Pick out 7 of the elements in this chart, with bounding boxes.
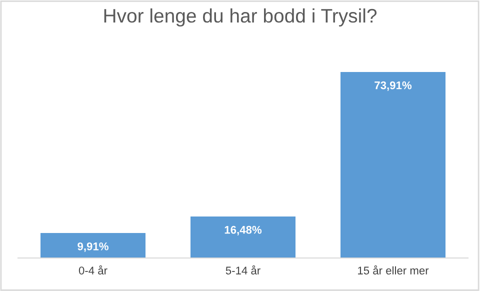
data-label: 16,48% bbox=[224, 226, 262, 236]
x-tick-label: 15 år eller mer bbox=[358, 265, 429, 274]
x-tick-label: 5-14 år bbox=[226, 265, 260, 274]
data-label: 9,91% bbox=[78, 242, 108, 252]
data-label: 73,91% bbox=[374, 81, 412, 91]
x-tick-label: 0-4 år bbox=[78, 265, 108, 274]
chart-title: Hvor lenge du har bodd i Trysil? bbox=[104, 8, 377, 27]
